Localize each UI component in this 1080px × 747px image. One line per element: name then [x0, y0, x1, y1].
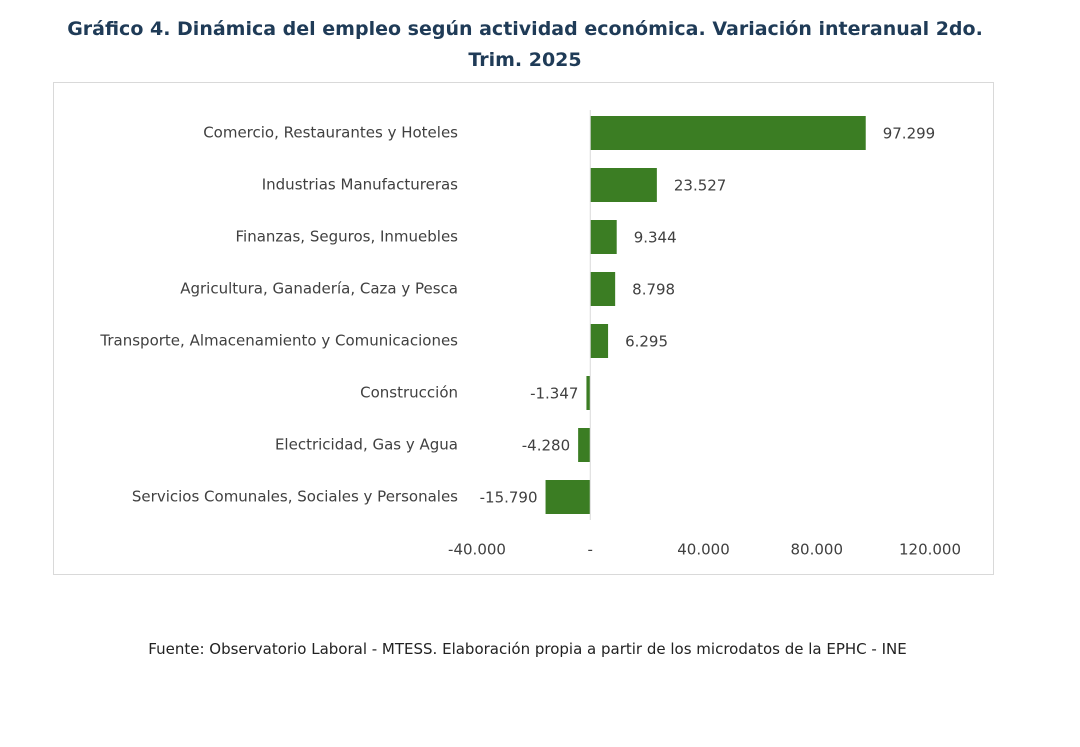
x-tick-label: 80.000 [791, 541, 844, 559]
bar [590, 272, 616, 306]
bar [545, 480, 591, 514]
value-label: -1.347 [530, 385, 578, 403]
bar [590, 116, 866, 150]
x-tick-label: - [588, 541, 593, 559]
y-tick-label: Electricidad, Gas y Agua [275, 436, 458, 454]
x-tick-label: 120.000 [899, 541, 961, 559]
value-label: 97.299 [883, 125, 936, 143]
source-note: Fuente: Observatorio Laboral - MTESS. El… [148, 640, 907, 658]
plot-frame [53, 82, 994, 575]
bar [578, 428, 591, 462]
y-tick-label: Industrias Manufactureras [262, 176, 458, 194]
value-label: -4.280 [522, 437, 570, 455]
y-tick-label: Construcción [360, 384, 458, 402]
y-tick-label: Comercio, Restaurantes y Hoteles [203, 124, 458, 142]
value-label: 23.527 [674, 177, 727, 195]
chart-title: Gráfico 4. Dinámica del empleo según act… [67, 18, 983, 71]
bar [586, 376, 591, 410]
bar [590, 220, 617, 254]
y-tick-label: Transporte, Almacenamiento y Comunicacio… [99, 332, 458, 350]
value-label: 6.295 [625, 333, 668, 351]
bar [590, 168, 657, 202]
value-label: 9.344 [634, 229, 677, 247]
value-label: 8.798 [632, 281, 675, 299]
y-tick-label: Agricultura, Ganadería, Caza y Pesca [180, 280, 458, 298]
y-tick-label: Servicios Comunales, Sociales y Personal… [132, 488, 458, 506]
value-label: -15.790 [480, 489, 538, 507]
x-tick-label: -40.000 [448, 541, 506, 559]
x-tick-label: 40.000 [677, 541, 730, 559]
bar [590, 324, 609, 358]
y-tick-label: Finanzas, Seguros, Inmuebles [236, 228, 459, 246]
